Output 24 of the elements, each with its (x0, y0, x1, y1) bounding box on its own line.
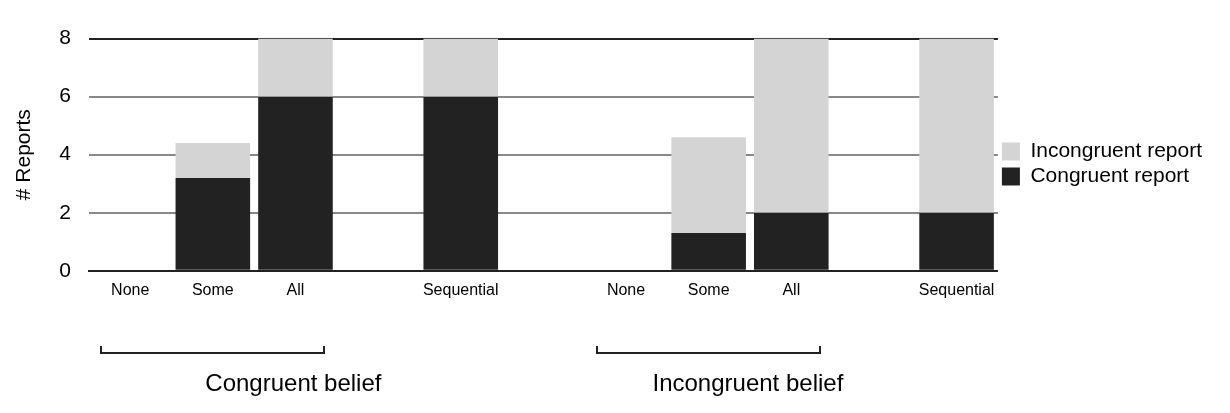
x-tick-label: None (606, 280, 646, 298)
bar (919, 38, 994, 213)
y-tick-label: 2 (59, 199, 71, 223)
x-tick-label: None (111, 280, 150, 298)
bar (423, 38, 499, 97)
y-tick-label: 4 (59, 141, 72, 165)
y-tick-label: 6 (59, 83, 71, 107)
y-tick-label: 0 (59, 257, 71, 281)
bar (671, 137, 746, 234)
x-tick-label: All (286, 280, 305, 298)
legend-label: Incongruent report (1030, 138, 1203, 162)
bar (175, 143, 251, 178)
bar (754, 38, 829, 213)
text: Incongruent belief (652, 368, 844, 396)
x-tick-label: Sequential (422, 280, 499, 298)
x-tick-label: Some (191, 280, 234, 298)
text: Congruent belief (205, 368, 382, 396)
y-tick-label: 8 (59, 25, 71, 49)
x-tick-label: Sequential (918, 280, 995, 298)
legend-label: Congruent report (1030, 163, 1190, 187)
x-tick-label: All (782, 280, 801, 298)
x-tick-label: Some (687, 280, 730, 298)
y-axis-title: # Reports (11, 109, 35, 201)
bar (258, 38, 333, 97)
